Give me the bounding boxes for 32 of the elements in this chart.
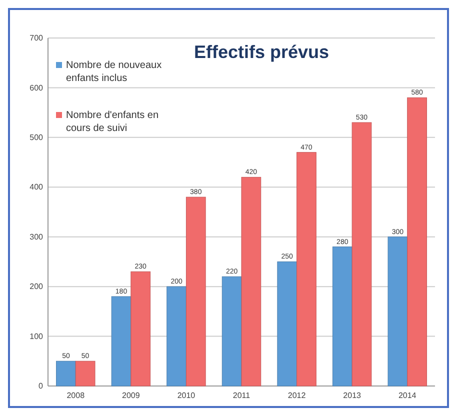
bar bbox=[166, 286, 186, 386]
y-tick-label: 100 bbox=[30, 332, 44, 341]
bar bbox=[296, 152, 316, 386]
chart-title: Effectifs prévus bbox=[194, 42, 330, 62]
bar bbox=[332, 246, 352, 386]
bar bbox=[222, 276, 242, 386]
bar bbox=[277, 261, 298, 386]
bar bbox=[407, 97, 427, 386]
bar bbox=[352, 122, 372, 386]
y-tick-label: 400 bbox=[30, 182, 44, 192]
y-tick-label: 300 bbox=[30, 232, 44, 242]
y-tick-label: 0 bbox=[38, 382, 44, 391]
x-tick-label: 2011 bbox=[232, 391, 251, 400]
y-tick-label: 500 bbox=[30, 132, 44, 142]
x-tick-label: 2009 bbox=[122, 391, 140, 400]
bar bbox=[186, 196, 206, 386]
y-tick-label: 200 bbox=[30, 282, 44, 292]
x-tick-label: 2014 bbox=[398, 391, 417, 400]
bar bbox=[130, 271, 151, 386]
x-tick-label: 2012 bbox=[288, 391, 306, 400]
x-tick-label: 2013 bbox=[343, 391, 362, 400]
bar bbox=[241, 176, 262, 386]
x-tick-label: 2010 bbox=[177, 391, 196, 400]
y-tick-label: 700 bbox=[30, 34, 44, 43]
y-tick-label: 600 bbox=[30, 83, 44, 92]
legend-label: Nombre de nouveaux enfants inclus bbox=[66, 60, 162, 84]
bar bbox=[75, 360, 96, 386]
bar bbox=[388, 236, 408, 386]
x-tick-label: 2008 bbox=[66, 391, 86, 400]
legend-label: Nombre d'enfants en cours de suivi bbox=[66, 110, 159, 134]
bar bbox=[56, 360, 76, 386]
bar bbox=[111, 296, 132, 386]
